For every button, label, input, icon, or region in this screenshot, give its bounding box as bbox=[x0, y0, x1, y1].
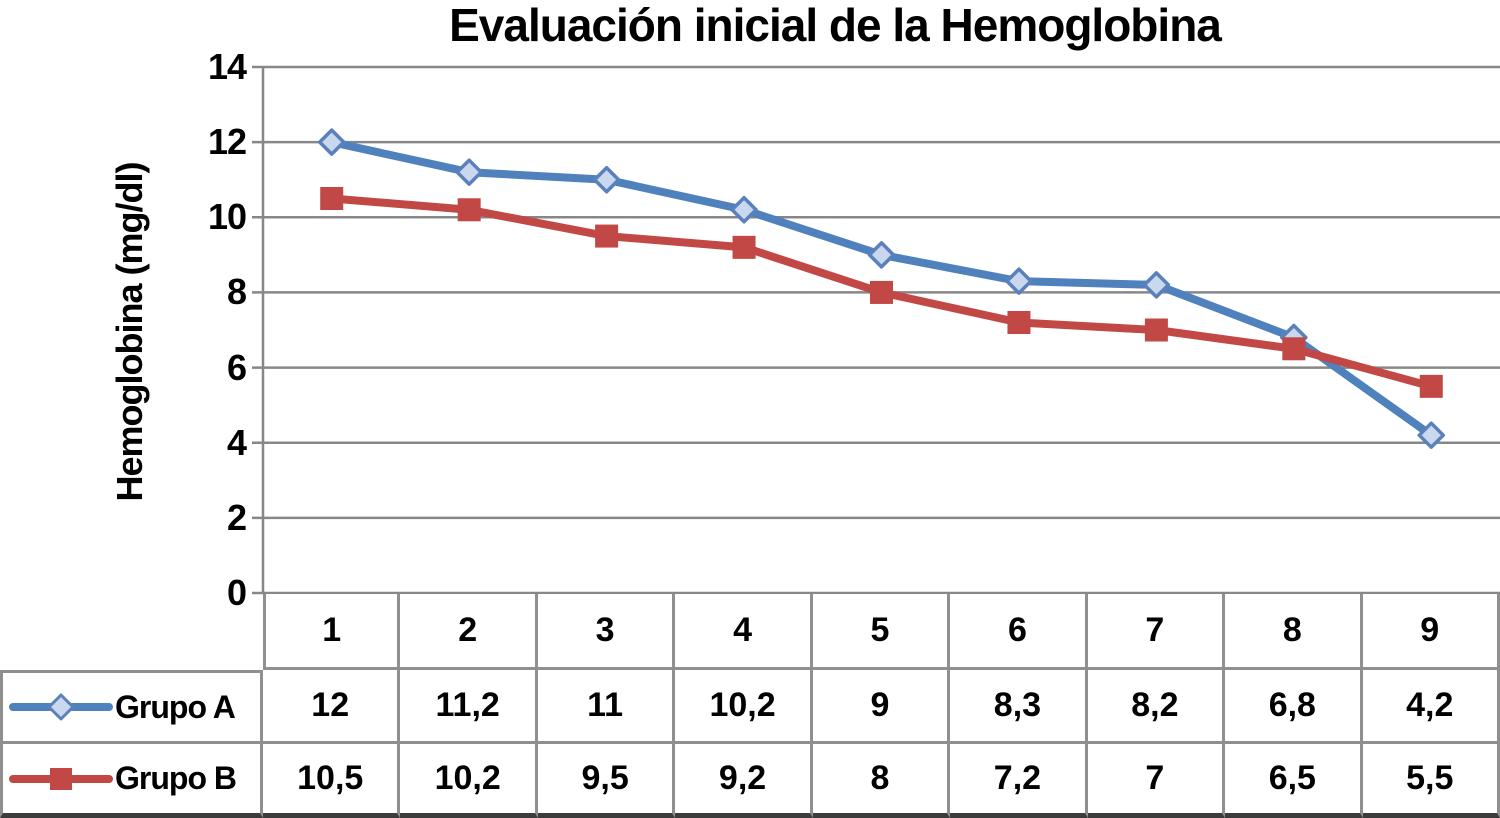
value-cell: 5,5 bbox=[1362, 744, 1500, 818]
value-cell: 8,3 bbox=[950, 670, 1088, 744]
value-cell: 12 bbox=[263, 670, 401, 744]
square-marker-icon bbox=[1007, 310, 1031, 334]
diamond-marker-icon bbox=[1005, 267, 1033, 295]
legend-cell-grupo-b: Grupo B bbox=[0, 744, 263, 818]
value-cell: 6,5 bbox=[1225, 744, 1363, 818]
diamond-legend-marker-icon bbox=[9, 693, 113, 721]
square-marker-icon bbox=[1419, 374, 1443, 398]
x-label-cell: 6 bbox=[950, 594, 1088, 670]
x-label-cell: 9 bbox=[1362, 594, 1500, 670]
x-label-cell: 2 bbox=[400, 594, 538, 670]
y-tick-label: 0 bbox=[226, 572, 247, 613]
value-cell: 8,2 bbox=[1087, 670, 1226, 744]
diamond-marker-icon bbox=[317, 128, 346, 156]
value-cell: 7,2 bbox=[950, 744, 1088, 818]
y-tick-label: 10 bbox=[207, 196, 247, 238]
x-label-cell: 1 bbox=[263, 594, 401, 670]
y-tick-label: 2 bbox=[226, 496, 247, 538]
value-cell: 10,2 bbox=[400, 744, 538, 818]
y-tick-label: 6 bbox=[226, 346, 247, 388]
x-label-cell: 5 bbox=[812, 594, 951, 670]
y-tick-label: 12 bbox=[207, 121, 247, 163]
value-cell: 10,2 bbox=[675, 670, 813, 744]
diamond-marker-icon bbox=[455, 158, 483, 186]
x-label-cell: 7 bbox=[1087, 594, 1226, 670]
diamond-marker-icon bbox=[867, 241, 896, 269]
square-marker-icon bbox=[595, 224, 619, 248]
y-tick-label: 8 bbox=[226, 271, 247, 313]
legend-label: Grupo A bbox=[115, 688, 236, 725]
value-cell: 9 bbox=[812, 670, 951, 744]
square-legend-marker-icon bbox=[9, 767, 113, 790]
chart-title: Evaluación inicial de la Hemoglobina bbox=[449, 0, 1222, 51]
legend-cell-grupo-a: Grupo A bbox=[0, 670, 263, 744]
diamond-marker-icon bbox=[1417, 421, 1446, 449]
table-corner-spacer bbox=[0, 594, 263, 670]
x-label-cell: 3 bbox=[537, 594, 676, 670]
value-cell: 11 bbox=[537, 670, 676, 744]
diamond-marker-icon bbox=[730, 196, 758, 224]
square-marker-icon bbox=[732, 235, 756, 259]
y-tick-label: 14 bbox=[207, 46, 247, 87]
data-table: 1 2 3 4 5 6 7 8 9 Grupo A 12 11,2 11 10,2 9 8,3 8,2 6,8 4,… bbox=[0, 594, 1500, 818]
y-tick-label: 4 bbox=[226, 421, 247, 463]
value-cell: 8 bbox=[812, 744, 951, 818]
value-cell: 6,8 bbox=[1225, 670, 1363, 744]
x-label-cell: 8 bbox=[1225, 594, 1363, 670]
legend-label: Grupo B bbox=[115, 760, 237, 796]
value-cell: 9,2 bbox=[675, 744, 813, 818]
square-marker-icon bbox=[320, 187, 344, 210]
value-cell: 10,5 bbox=[263, 744, 401, 818]
square-marker-icon bbox=[1282, 337, 1306, 361]
square-marker-icon bbox=[870, 280, 893, 304]
diamond-marker-icon bbox=[1142, 271, 1171, 299]
x-label-cell: 4 bbox=[675, 594, 813, 670]
square-marker-icon bbox=[457, 198, 481, 222]
diamond-marker-icon bbox=[592, 165, 621, 194]
value-cell: 4,2 bbox=[1362, 670, 1500, 744]
value-cell: 7 bbox=[1087, 744, 1226, 818]
value-cell: 9,5 bbox=[537, 744, 676, 818]
square-marker-icon bbox=[1144, 318, 1168, 342]
value-cell: 11,2 bbox=[400, 670, 538, 744]
